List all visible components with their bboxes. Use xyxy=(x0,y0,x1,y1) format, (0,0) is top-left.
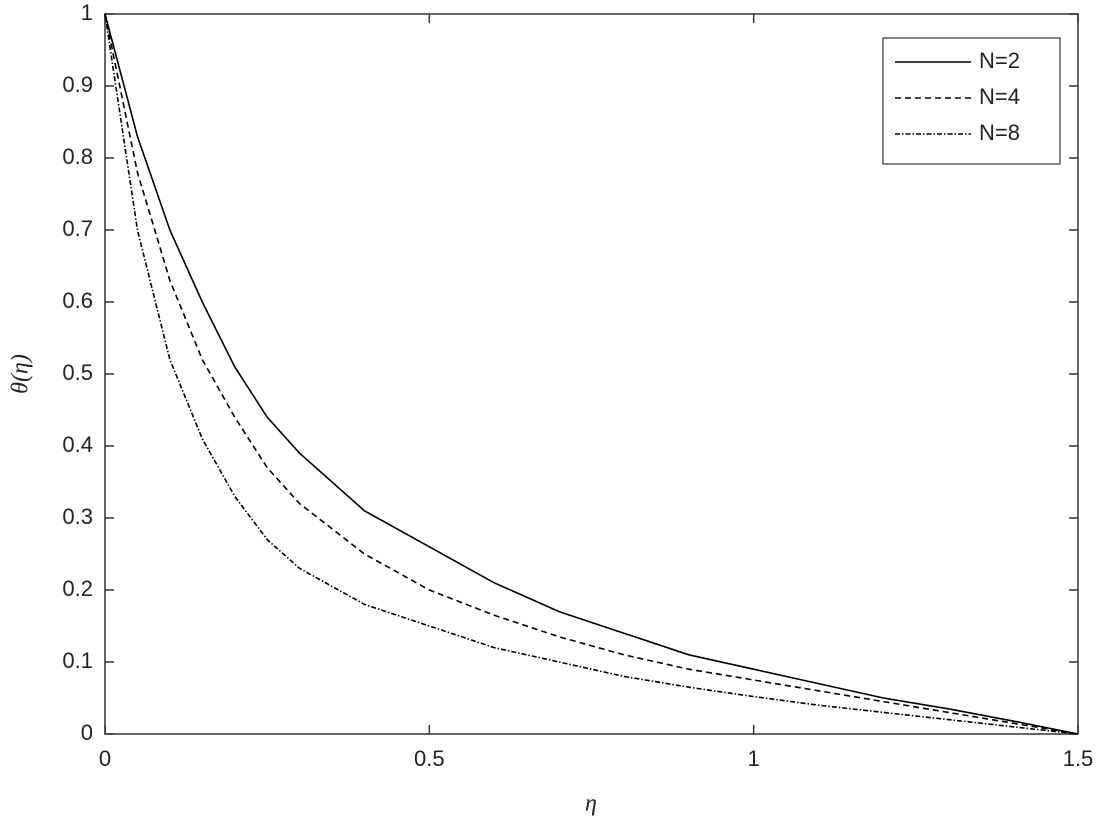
series-line xyxy=(104,13,1079,735)
legend-box xyxy=(882,37,1061,165)
y-tick-label: 0.3 xyxy=(62,504,93,529)
y-tick-label: 0.4 xyxy=(62,432,93,457)
y-tick-label: 0.9 xyxy=(62,72,93,97)
x-tick-label: 1 xyxy=(748,746,760,771)
y-tick-label: 0.7 xyxy=(62,216,93,241)
y-tick-label: 0.1 xyxy=(62,648,93,673)
y-axis-label: θ(η) xyxy=(8,354,34,394)
y-tick-label: 0 xyxy=(81,720,93,745)
legend-label: N=4 xyxy=(979,84,1020,109)
legend-label: N=8 xyxy=(979,120,1020,145)
y-tick-label: 0.6 xyxy=(62,288,93,313)
x-axis-label: η xyxy=(585,791,597,817)
y-tick-label: 0.2 xyxy=(62,576,93,601)
x-tick-label: 1.5 xyxy=(1063,746,1094,771)
legend-label: N=2 xyxy=(979,48,1020,73)
x-tick-label: 0.5 xyxy=(414,746,445,771)
series-line xyxy=(104,13,1079,735)
y-tick-label: 0.8 xyxy=(62,144,93,169)
series-line xyxy=(104,13,1079,735)
y-tick-label: 1 xyxy=(81,0,93,25)
y-tick-label: 0.5 xyxy=(62,360,93,385)
x-tick-label: 0 xyxy=(99,746,111,771)
